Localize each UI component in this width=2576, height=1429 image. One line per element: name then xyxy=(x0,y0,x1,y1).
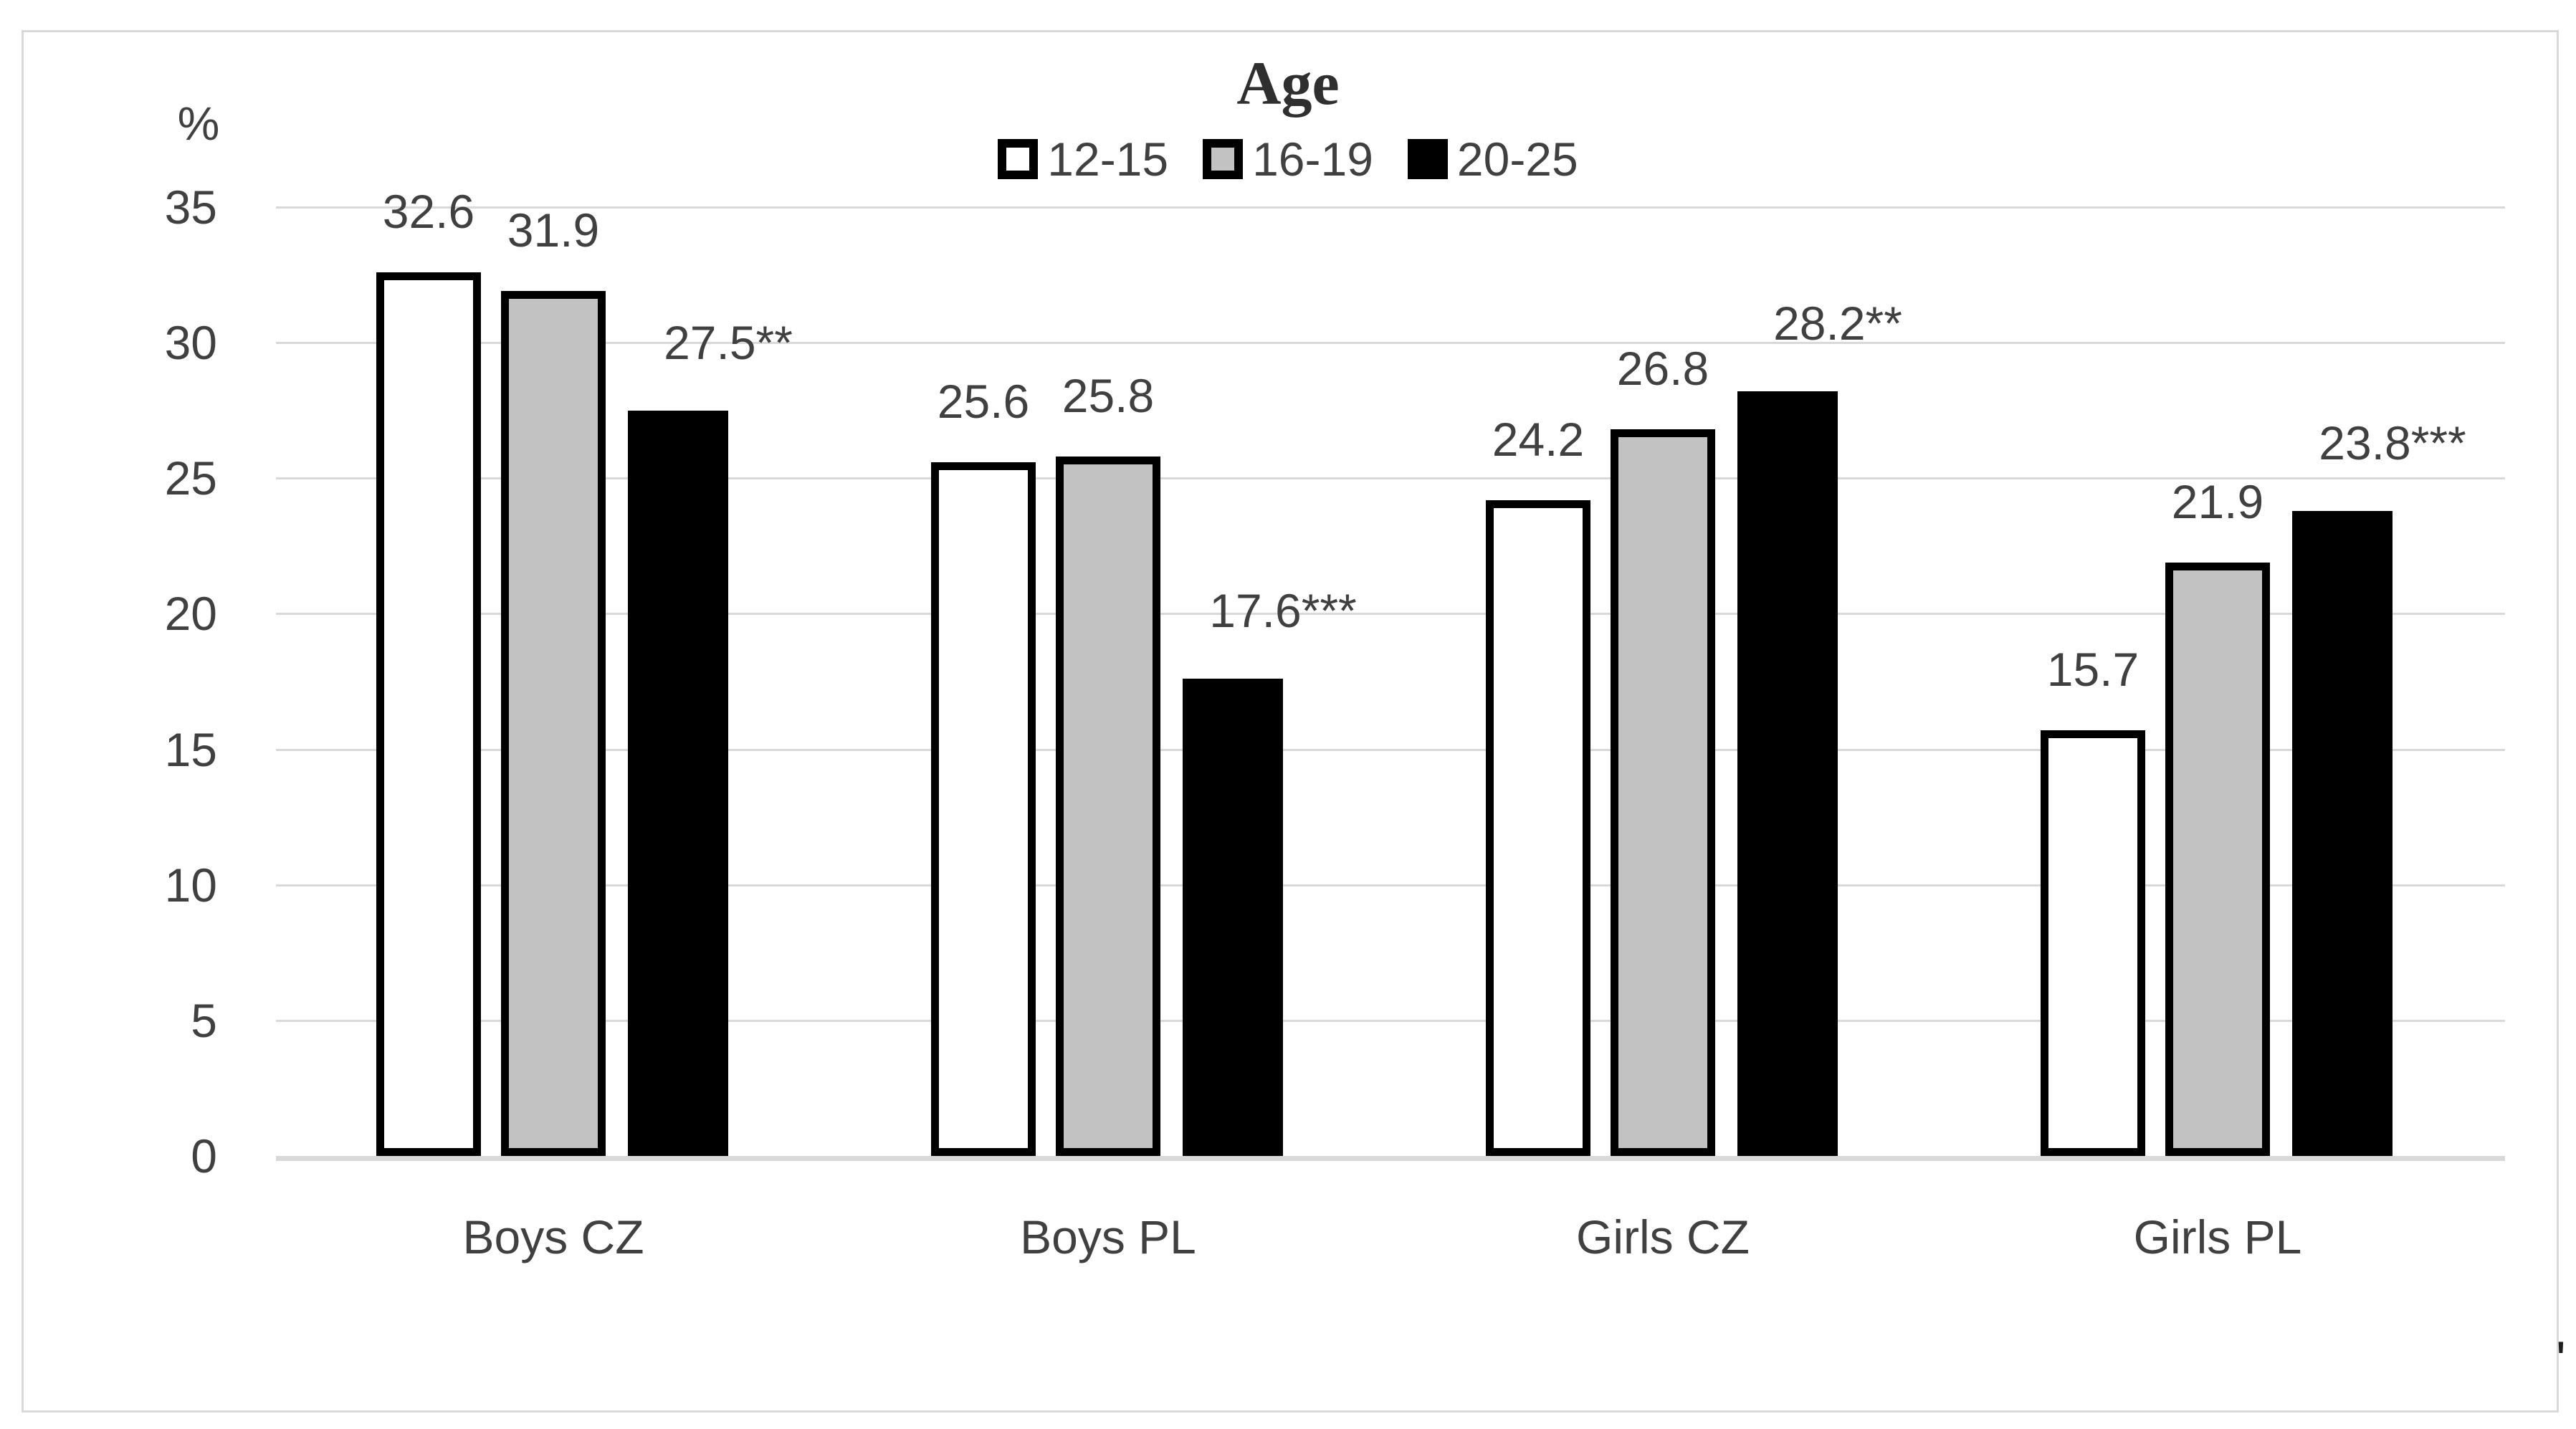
data-label-girls-cz-16-19: 26.8 xyxy=(1616,342,1709,395)
data-label-boys-pl-12-15: 25.6 xyxy=(937,375,1030,428)
data-label-girls-cz-20-25: 28.2** xyxy=(1773,297,1902,350)
gridline-5 xyxy=(276,1019,2505,1022)
category-label-boys-cz: Boys CZ xyxy=(462,1210,644,1263)
category-label-girls-pl: Girls PL xyxy=(2133,1210,2302,1263)
bar-girls-pl-16-19 xyxy=(2165,563,2270,1156)
y-tick-label-30: 30 xyxy=(164,316,217,370)
legend-swatch-icon-16-19 xyxy=(1203,139,1244,179)
legend-item-20-25: 20-25 xyxy=(1407,133,1578,186)
y-tick-label-5: 5 xyxy=(191,993,217,1047)
category-label-girls-cz: Girls CZ xyxy=(1576,1210,1750,1263)
data-label-boys-pl-16-19: 25.8 xyxy=(1062,369,1155,422)
gridline-25 xyxy=(276,477,2505,480)
bar-boys-cz-16-19 xyxy=(501,291,606,1156)
legend-swatch-icon-20-25 xyxy=(1407,139,1448,179)
legend-swatch-icon-12-15 xyxy=(998,139,1039,179)
stray-apostrophe-mark: ' xyxy=(2556,1332,2566,1389)
y-tick-label-0: 0 xyxy=(191,1129,217,1182)
gridline-15 xyxy=(276,748,2505,751)
y-tick-label-25: 25 xyxy=(164,451,217,505)
y-tick-label-35: 35 xyxy=(164,181,217,234)
gridline-30 xyxy=(276,342,2505,345)
y-tick-label-20: 20 xyxy=(164,587,217,641)
bar-girls-cz-16-19 xyxy=(1611,429,1715,1156)
data-label-boys-cz-12-15: 32.6 xyxy=(382,185,475,238)
legend-item-16-19: 16-19 xyxy=(1203,135,1373,183)
data-label-boys-cz-20-25: 27.5** xyxy=(664,316,793,369)
gridline-35 xyxy=(276,206,2505,209)
y-tick-label-15: 15 xyxy=(164,722,217,776)
data-label-boys-cz-16-19: 31.9 xyxy=(507,204,600,257)
chart-legend: 12-15 16-19 20-25 xyxy=(0,135,2576,183)
data-label-girls-cz-12-15: 24.2 xyxy=(1492,413,1585,466)
legend-item-12-15: 12-15 xyxy=(998,135,1168,183)
gridline-10 xyxy=(276,884,2505,886)
bar-boys-pl-16-19 xyxy=(1056,457,1160,1156)
data-label-girls-pl-20-25: 23.8*** xyxy=(2319,416,2466,469)
bar-girls-pl-12-15 xyxy=(2041,730,2145,1156)
bar-boys-cz-20-25 xyxy=(628,411,728,1156)
bar-boys-cz-12-15 xyxy=(376,272,481,1156)
data-label-boys-pl-20-25: 17.6*** xyxy=(1209,584,1357,637)
chart-title: Age xyxy=(1236,49,1340,118)
data-label-girls-pl-12-15: 15.7 xyxy=(2046,643,2139,696)
bar-boys-pl-12-15 xyxy=(931,462,1036,1156)
x-axis-line xyxy=(276,1156,2505,1161)
legend-label-12-15: 12-15 xyxy=(1047,133,1169,186)
y-axis-unit-label: % xyxy=(177,97,220,150)
legend-label-16-19: 16-19 xyxy=(1252,133,1373,186)
bar-boys-pl-20-25 xyxy=(1183,679,1283,1156)
bar-girls-cz-20-25 xyxy=(1737,391,1838,1156)
bar-girls-cz-12-15 xyxy=(1486,500,1590,1156)
bar-girls-pl-20-25 xyxy=(2292,511,2393,1156)
legend-label-20-25: 20-25 xyxy=(1456,133,1578,186)
data-label-girls-pl-16-19: 21.9 xyxy=(2171,475,2264,528)
y-tick-label-10: 10 xyxy=(164,858,217,912)
category-label-boys-pl: Boys PL xyxy=(1020,1210,1196,1263)
gridline-20 xyxy=(276,613,2505,616)
